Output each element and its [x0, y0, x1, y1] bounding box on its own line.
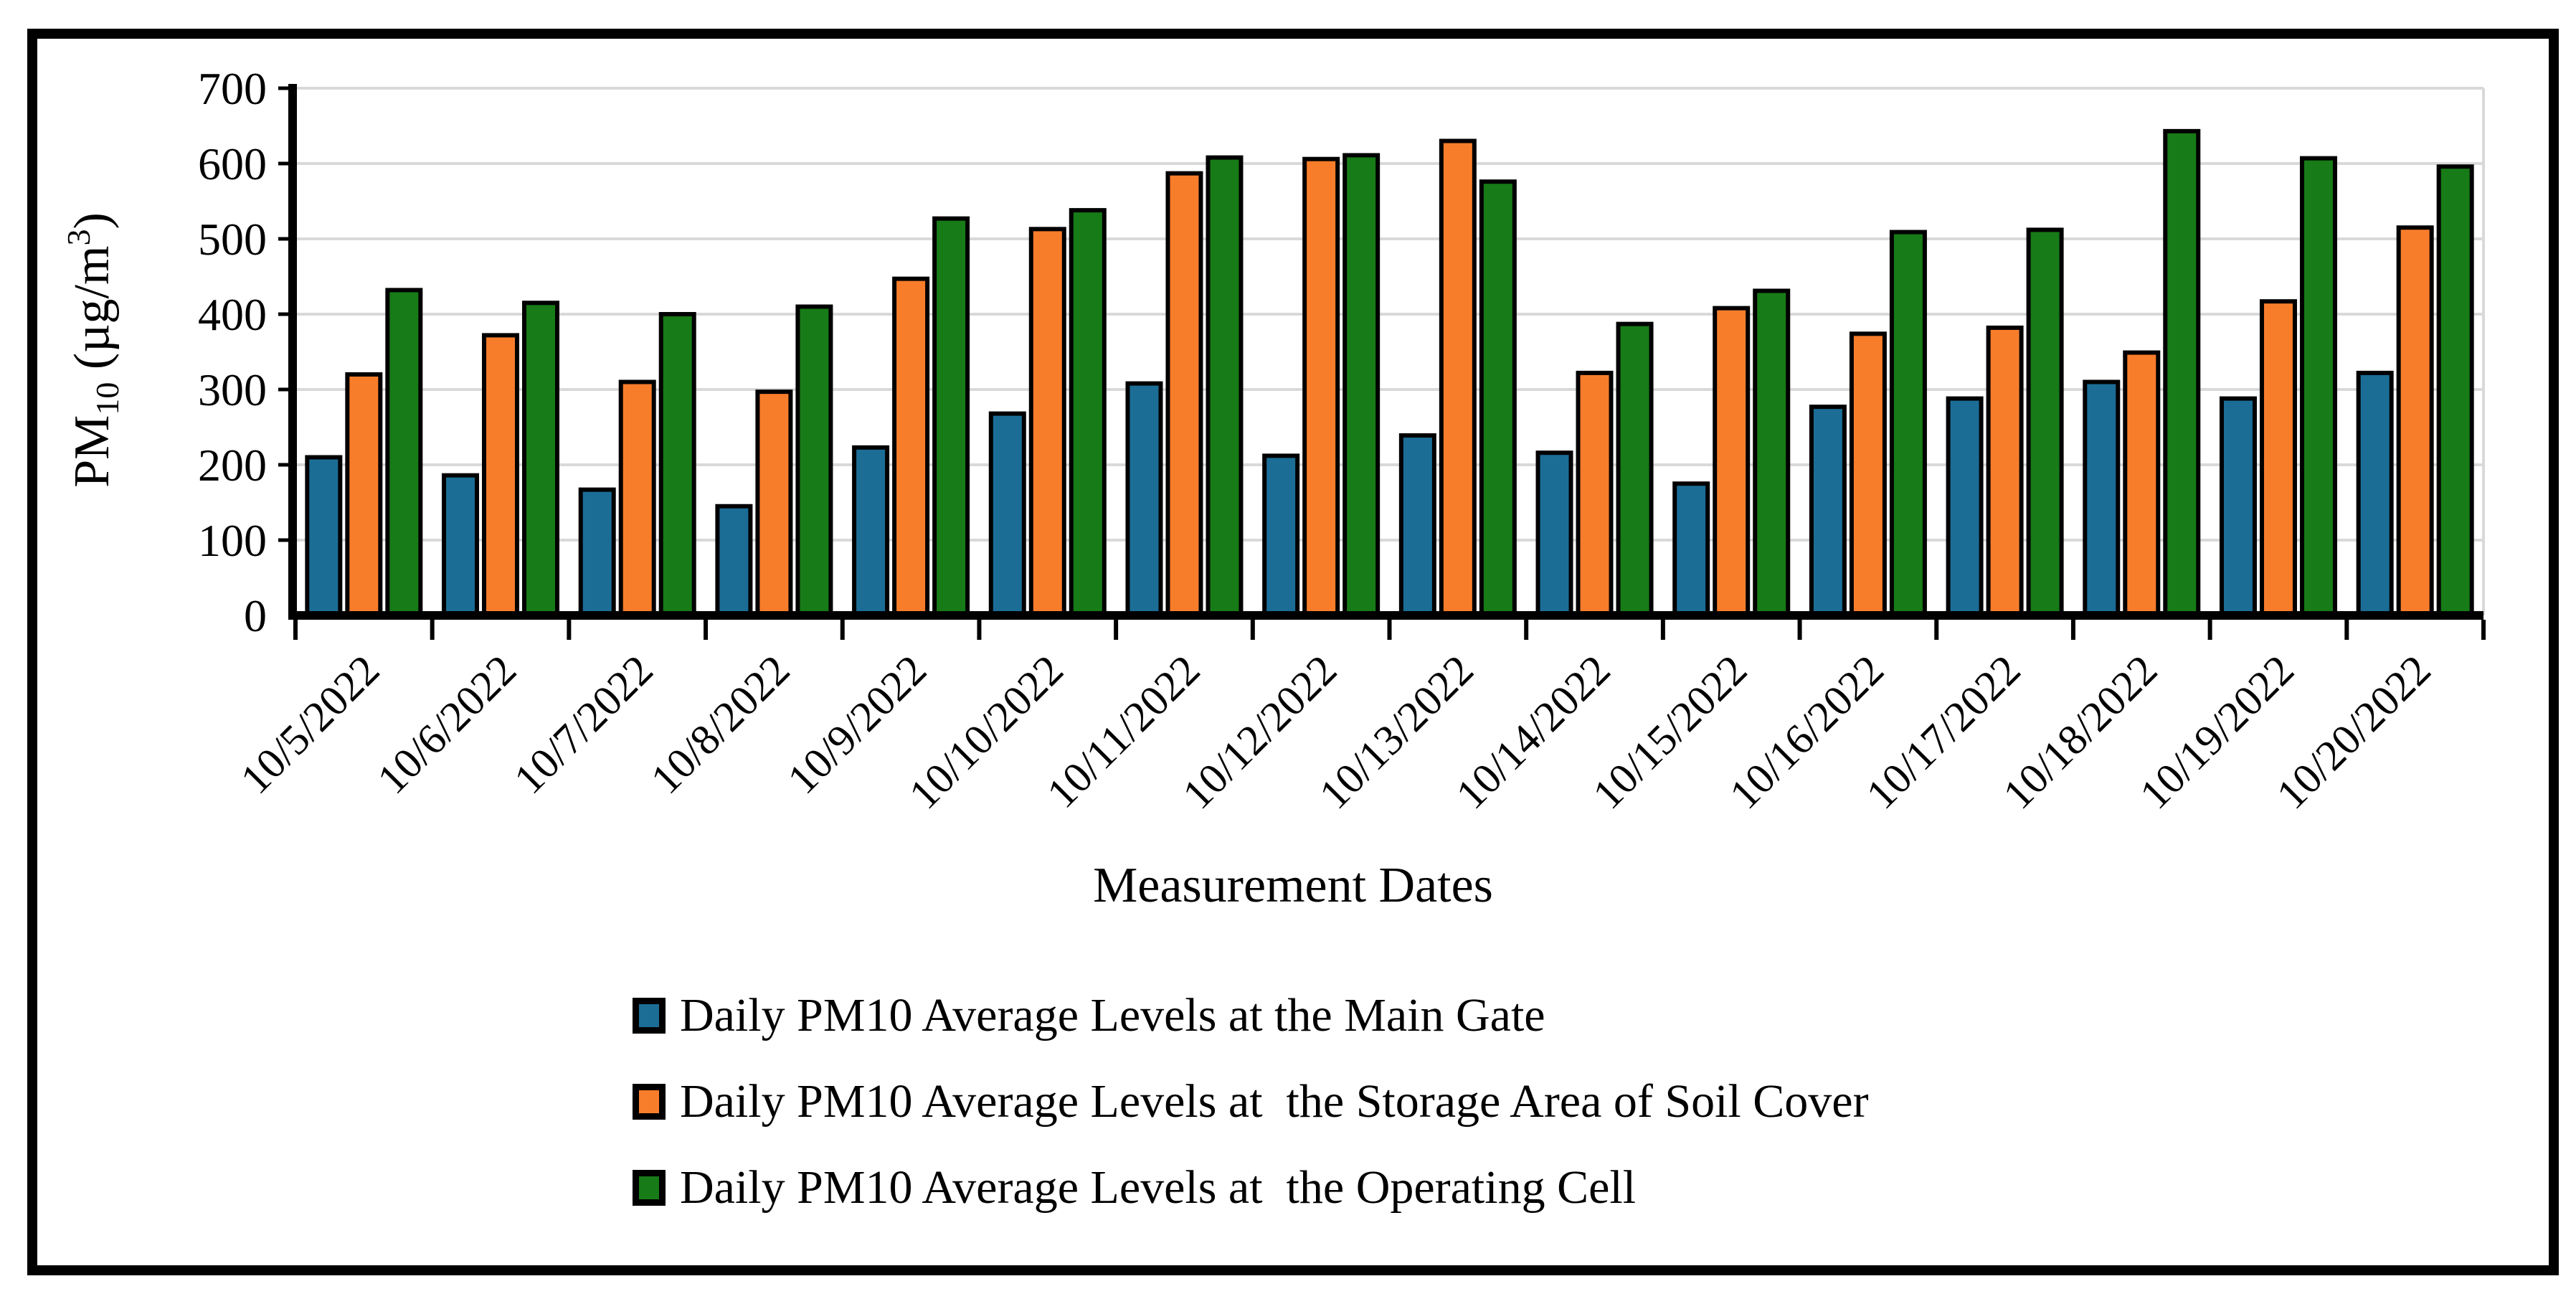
- bar-operating-cell-10/9/2022: [932, 216, 970, 618]
- bar-storage-area-soil-cover-10/10/2022: [1028, 227, 1066, 618]
- y-axis-title-base3: ): [65, 212, 120, 230]
- bar-storage-area-soil-cover-10/14/2022: [1576, 370, 1614, 618]
- bar-operating-cell-10/19/2022: [2299, 156, 2337, 618]
- bar-storage-area-soil-cover-10/5/2022: [345, 372, 383, 618]
- bar-main-gate-10/16/2022: [1809, 405, 1847, 618]
- x-axis-title: Measurement Dates: [1093, 858, 1493, 913]
- legend-swatch-main-gate: [633, 998, 666, 1034]
- bar-main-gate-10/6/2022: [442, 473, 480, 618]
- y-tick-label-200: 200: [198, 440, 267, 491]
- bar-operating-cell-10/10/2022: [1069, 208, 1107, 618]
- x-tick-label-10/5/2022: 10/5/2022: [232, 646, 389, 803]
- y-tick-label-100: 100: [198, 515, 267, 566]
- y-tick-label-300: 300: [198, 364, 267, 415]
- legend-item-operating-cell: Daily PM10 Average Levels at the Operati…: [633, 1161, 1869, 1214]
- y-axis-title: PM10 (µg/m3): [60, 212, 126, 488]
- bar-operating-cell-10/8/2022: [795, 304, 833, 618]
- bar-operating-cell-10/18/2022: [2163, 128, 2201, 618]
- bar-storage-area-soil-cover-10/6/2022: [482, 333, 520, 618]
- y-axis-title-base1: PM: [65, 415, 120, 488]
- legend-label-main-gate: Daily PM10 Average Levels at the Main Ga…: [680, 989, 1545, 1041]
- bar-storage-area-soil-cover-10/7/2022: [618, 379, 656, 618]
- bar-main-gate-10/5/2022: [305, 455, 343, 618]
- bar-main-gate-10/13/2022: [1398, 433, 1436, 618]
- bar-main-gate-10/15/2022: [1672, 481, 1710, 618]
- legend-label-operating-cell: Daily PM10 Average Levels at the Operati…: [680, 1161, 1637, 1214]
- bar-operating-cell-10/17/2022: [2026, 227, 2064, 618]
- bar-storage-area-soil-cover-10/19/2022: [2259, 299, 2297, 618]
- bar-storage-area-soil-cover-10/8/2022: [755, 389, 793, 618]
- bar-main-gate-10/8/2022: [715, 504, 753, 618]
- legend-item-storage-area: Daily PM10 Average Levels at the Storage…: [633, 1075, 1869, 1128]
- bar-main-gate-10/14/2022: [1535, 450, 1573, 618]
- bar-main-gate-10/10/2022: [988, 411, 1026, 618]
- legend-item-main-gate: Daily PM10 Average Levels at the Main Ga…: [633, 989, 1869, 1041]
- bar-main-gate-10/17/2022: [1946, 396, 1984, 618]
- x-tick-label-10/7/2022: 10/7/2022: [505, 646, 662, 803]
- bar-storage-area-soil-cover-10/16/2022: [1849, 331, 1887, 618]
- legend-swatch-operating-cell: [633, 1170, 666, 1206]
- y-axis-title-superscript: 3: [60, 229, 97, 246]
- bar-storage-area-soil-cover-10/13/2022: [1439, 138, 1477, 618]
- bar-storage-area-soil-cover-10/12/2022: [1302, 156, 1340, 618]
- y-tick-label-600: 600: [198, 138, 267, 189]
- bar-main-gate-10/20/2022: [2356, 370, 2394, 618]
- bar-operating-cell-10/16/2022: [1889, 230, 1927, 618]
- y-tick-label-0: 0: [244, 590, 267, 641]
- bar-operating-cell-10/20/2022: [2436, 164, 2474, 618]
- legend-swatch-storage-area: [633, 1084, 666, 1120]
- bar-main-gate-10/19/2022: [2219, 396, 2257, 618]
- bar-storage-area-soil-cover-10/17/2022: [1986, 325, 2024, 618]
- legend: Daily PM10 Average Levels at the Main Ga…: [633, 989, 1869, 1251]
- y-tick-label-500: 500: [198, 214, 267, 265]
- y-tick-label-400: 400: [198, 289, 267, 340]
- bar-operating-cell-10/5/2022: [385, 288, 423, 618]
- bar-storage-area-soil-cover-10/9/2022: [892, 276, 930, 618]
- y-tick-label-700: 700: [198, 63, 267, 114]
- bar-operating-cell-10/13/2022: [1479, 179, 1517, 618]
- bar-operating-cell-10/14/2022: [1616, 321, 1654, 618]
- bar-storage-area-soil-cover-10/20/2022: [2396, 225, 2434, 618]
- bar-operating-cell-10/6/2022: [522, 301, 560, 618]
- legend-label-storage-area: Daily PM10 Average Levels at the Storage…: [680, 1075, 1869, 1128]
- bar-operating-cell-10/15/2022: [1753, 288, 1791, 618]
- bar-main-gate-10/11/2022: [1125, 381, 1163, 618]
- x-tick-label-10/8/2022: 10/8/2022: [642, 646, 799, 803]
- y-axis-title-subscript: 10: [89, 382, 126, 415]
- bar-main-gate-10/7/2022: [578, 487, 616, 618]
- bar-operating-cell-10/11/2022: [1206, 155, 1244, 618]
- bar-operating-cell-10/12/2022: [1343, 153, 1381, 618]
- figure-border: [27, 29, 2559, 1275]
- bar-operating-cell-10/7/2022: [658, 312, 696, 618]
- y-axis-title-base2: (µg/m: [65, 245, 120, 382]
- bar-main-gate-10/18/2022: [2083, 379, 2121, 618]
- bar-main-gate-10/12/2022: [1262, 453, 1300, 618]
- bar-storage-area-soil-cover-10/11/2022: [1165, 171, 1203, 618]
- bar-main-gate-10/9/2022: [852, 445, 890, 618]
- bar-storage-area-soil-cover-10/18/2022: [2123, 350, 2161, 618]
- bar-storage-area-soil-cover-10/15/2022: [1713, 306, 1751, 618]
- x-tick-label-10/6/2022: 10/6/2022: [368, 646, 525, 803]
